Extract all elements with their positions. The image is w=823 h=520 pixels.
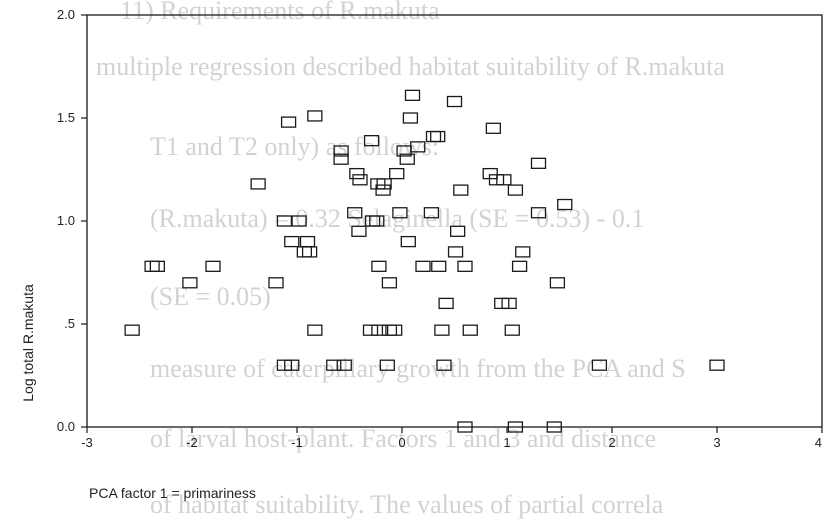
data-point xyxy=(296,246,313,258)
data-point xyxy=(404,89,421,101)
y-tick-label: 1.5 xyxy=(57,110,75,125)
x-tick-label: -1 xyxy=(291,435,303,450)
data-point xyxy=(351,225,367,237)
data-point xyxy=(362,324,379,336)
data-point xyxy=(364,215,381,227)
data-point xyxy=(205,260,221,272)
scatter-chart: -3 -2 -1 0 1 2 3 4 0.0 .5 1.0 1.5 2.0 PCA factor 1 … xyxy=(20,7,823,501)
data-point xyxy=(276,215,293,227)
data-point xyxy=(457,421,473,433)
y-axis-label: Log total R.makuta xyxy=(20,284,36,402)
data-point xyxy=(280,116,297,128)
data-point xyxy=(446,95,463,108)
data-point xyxy=(301,246,318,258)
data-point xyxy=(709,359,725,371)
data-point xyxy=(430,130,446,143)
x-tick-label: 3 xyxy=(713,435,720,450)
data-point xyxy=(453,184,469,196)
x-tick-label: 0 xyxy=(398,435,405,450)
data-point xyxy=(462,324,478,336)
x-axis: -3 -2 -1 0 1 2 3 4 xyxy=(81,427,823,450)
y-tick-label: 1.0 xyxy=(57,213,75,228)
data-point xyxy=(438,297,454,310)
y-tick-label: 2.0 xyxy=(57,7,75,22)
data-point xyxy=(333,153,349,165)
data-point xyxy=(434,324,450,336)
data-point xyxy=(182,277,198,289)
data-point xyxy=(507,421,524,433)
data-point xyxy=(392,207,408,219)
data-point xyxy=(291,215,307,227)
data-point xyxy=(381,277,398,289)
data-point xyxy=(370,178,386,190)
data-point xyxy=(400,235,416,248)
data-point xyxy=(457,260,473,272)
data-point xyxy=(284,359,300,371)
y-axis: 0.0 .5 1.0 1.5 2.0 xyxy=(57,7,87,434)
data-point xyxy=(371,260,387,272)
x-tick-label: -3 xyxy=(81,435,93,450)
data-point xyxy=(591,359,608,371)
plot-frame xyxy=(86,14,823,428)
data-point xyxy=(307,110,323,122)
data-point xyxy=(369,215,385,227)
data-point xyxy=(363,135,380,147)
y-tick-label: .5 xyxy=(64,316,75,331)
data-point xyxy=(379,359,395,371)
data-point xyxy=(546,421,562,433)
data-point xyxy=(333,145,349,157)
data-point xyxy=(250,178,266,190)
data-point xyxy=(336,359,352,371)
data-point xyxy=(144,260,160,272)
data-point xyxy=(124,324,140,336)
data-point xyxy=(496,174,512,186)
data-point xyxy=(376,178,392,190)
data-point xyxy=(447,246,464,258)
data-point xyxy=(423,207,440,219)
data-point xyxy=(375,184,391,196)
data-point xyxy=(352,174,368,186)
data-point xyxy=(349,167,365,180)
data-point xyxy=(371,324,387,336)
data-point xyxy=(431,260,447,272)
data-point xyxy=(410,141,426,153)
data-point xyxy=(485,122,502,134)
data-point xyxy=(449,225,466,237)
data-point xyxy=(557,198,573,211)
data-point xyxy=(284,235,300,248)
data-point xyxy=(482,167,498,180)
data-point xyxy=(501,297,517,310)
data-point xyxy=(530,157,547,169)
data-point xyxy=(268,277,284,289)
x-tick-label: 2 xyxy=(608,435,615,450)
data-point xyxy=(386,324,403,336)
y-tick-label: 0.0 xyxy=(57,419,75,434)
data-point xyxy=(504,324,520,336)
data-point xyxy=(415,260,431,272)
data-point xyxy=(530,207,547,219)
data-point xyxy=(507,184,524,196)
data-point xyxy=(389,167,405,180)
data-point xyxy=(425,130,442,143)
x-tick-label: -2 xyxy=(186,435,198,450)
data-point xyxy=(381,324,398,336)
data-point xyxy=(549,277,566,289)
x-tick-label: 1 xyxy=(503,435,510,450)
data-point xyxy=(299,235,316,248)
data-point xyxy=(347,207,363,219)
data-point xyxy=(402,112,419,124)
data-point xyxy=(307,324,323,336)
data-point xyxy=(511,260,528,272)
data-point xyxy=(436,359,452,371)
data-point xyxy=(326,359,342,371)
data-point xyxy=(399,153,415,165)
data-point xyxy=(515,246,531,258)
data-point xyxy=(396,145,412,157)
data-point xyxy=(149,260,166,272)
x-tick-label: 4 xyxy=(815,435,822,450)
x-axis-label: PCA factor 1 = primariness xyxy=(89,485,256,501)
data-points xyxy=(124,89,725,433)
